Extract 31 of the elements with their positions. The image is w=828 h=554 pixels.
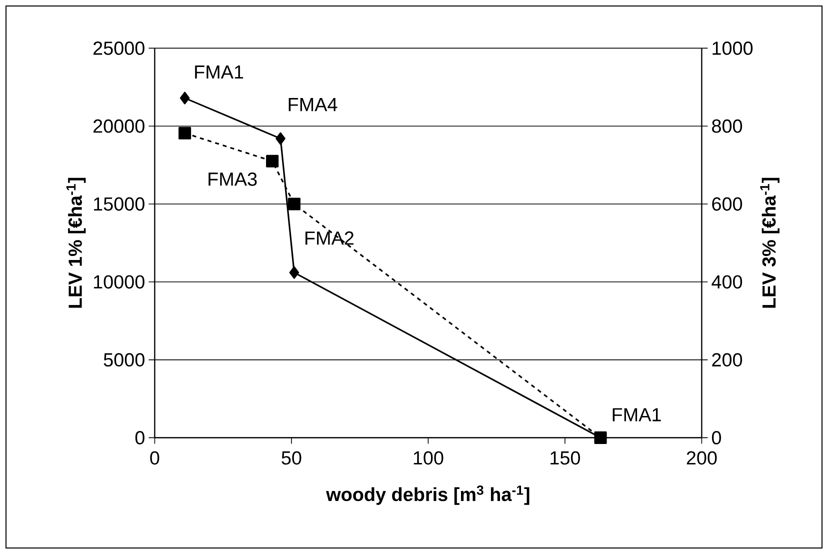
point xyxy=(288,198,300,210)
point xyxy=(289,266,300,279)
y2-axis-title: LEV 3% [€ha$^{-1}$] xyxy=(760,178,780,308)
y-tick-label: 20000 xyxy=(93,119,144,133)
x-tick-label: 200 xyxy=(686,451,717,465)
annotation: FMA1 xyxy=(612,408,661,422)
point xyxy=(180,92,190,104)
annotation: FMA2 xyxy=(305,231,354,245)
annotation: FMA3 xyxy=(208,172,257,186)
y-tick-label: 15000 xyxy=(94,197,144,211)
point xyxy=(178,126,192,140)
x-axis-title: woody debris [m$^{3}$ ha$^{-1}$] xyxy=(326,485,530,505)
point xyxy=(276,132,286,145)
x-tick-label: 0 xyxy=(150,451,160,465)
point xyxy=(266,154,279,168)
y2-tick-label: 1000 xyxy=(712,41,753,55)
y-axis-title: LEV 1% [€ha$^{-1}$] xyxy=(66,178,86,308)
y2-tick-label: 0 xyxy=(712,430,722,444)
y2-tick-label: 800 xyxy=(712,119,742,133)
y-tick-label: 0 xyxy=(135,430,144,444)
y-tick-label: 25000 xyxy=(93,41,144,55)
y-tick-label: 5000 xyxy=(104,353,144,366)
y2-tick-label: 600 xyxy=(712,197,742,211)
y2-tick-label: 200 xyxy=(712,353,742,366)
y2-tick-label: 400 xyxy=(712,275,742,289)
y-tick-label: 10000 xyxy=(94,275,144,289)
x-tick-label: 50 xyxy=(282,451,302,465)
x-tick-label: 100 xyxy=(414,451,444,465)
annotation: FMA4 xyxy=(288,98,338,112)
x-tick-label: 150 xyxy=(550,451,580,465)
annotation: FMA1 xyxy=(195,66,244,79)
